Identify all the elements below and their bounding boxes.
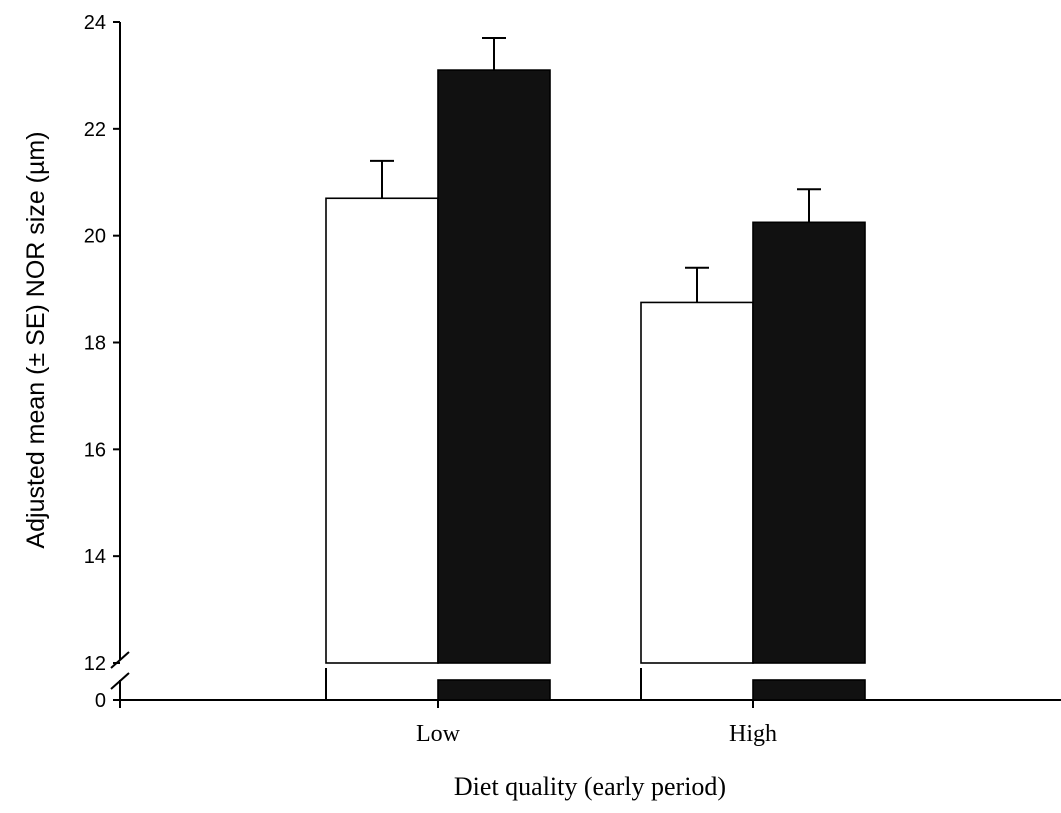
x-tick-label: Low	[416, 721, 461, 747]
bar	[752, 221, 866, 664]
y-axis: 24 22 20 18 16 14 12 0	[84, 12, 130, 712]
x-axis-label: Diet quality (early period)	[454, 772, 726, 801]
error-bars	[370, 37, 821, 303]
y-tick-label: 24	[84, 12, 106, 34]
y-tick-label: 20	[84, 226, 106, 248]
x-tick-label: High	[729, 721, 777, 747]
y-tick-label: 12	[84, 653, 106, 675]
axis-break-mark	[110, 672, 130, 690]
bars	[325, 69, 866, 701]
bar-base	[752, 679, 866, 701]
x-tick-labels: Low High	[416, 721, 777, 747]
axis-break-mark	[110, 651, 130, 669]
x-axis	[120, 699, 1061, 708]
y-tick-label: 14	[84, 546, 106, 568]
bar	[325, 197, 439, 664]
y-tick-label: 0	[95, 690, 106, 712]
y-tick-label: 22	[84, 119, 106, 141]
bar-base	[437, 679, 551, 701]
bar	[640, 301, 754, 664]
y-tick-label: 18	[84, 333, 106, 355]
y-axis-label: Adjusted mean (± SE) NOR size (µm)	[22, 131, 50, 548]
y-tick-label: 16	[84, 439, 106, 461]
bar	[437, 69, 551, 664]
